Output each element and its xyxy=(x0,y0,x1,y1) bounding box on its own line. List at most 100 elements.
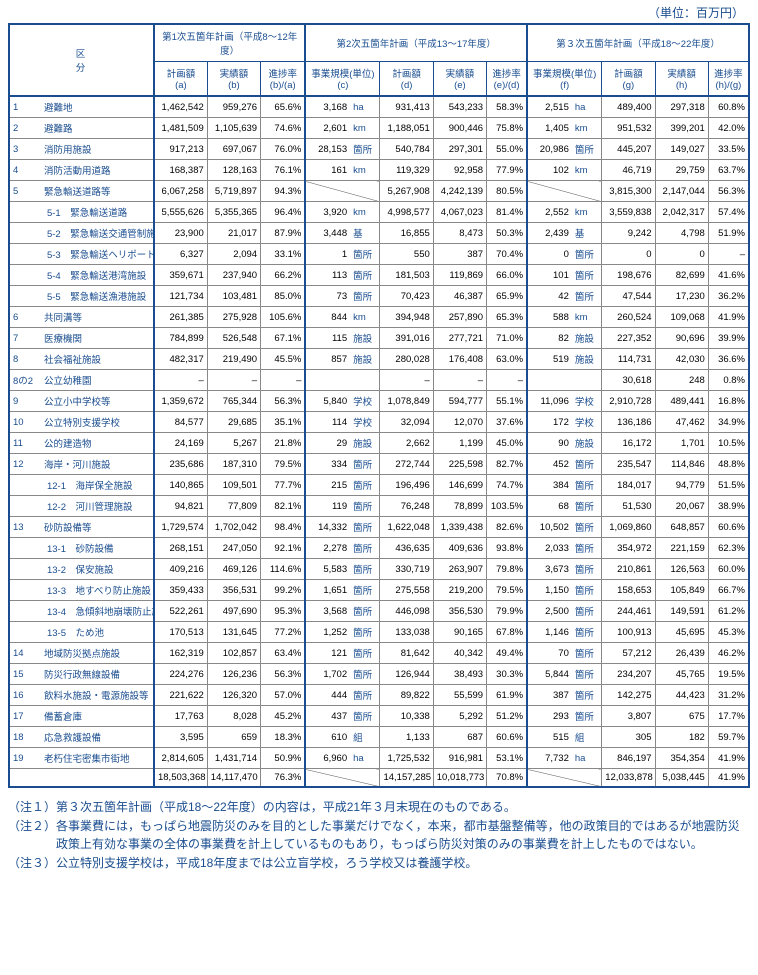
cell-h: 675 xyxy=(655,706,708,727)
cell-b: 219,490 xyxy=(207,349,260,370)
cell-a: 5,555,626 xyxy=(154,202,207,223)
cell-hg: 31.2% xyxy=(708,685,749,706)
cell-ba: 87.9% xyxy=(261,223,306,244)
cell-hg: 60.6% xyxy=(708,517,749,538)
row-no xyxy=(9,475,41,496)
cell-e: 40,342 xyxy=(433,643,486,664)
cell-f: 2,515 xyxy=(527,96,572,118)
row-no: 16 xyxy=(9,685,41,706)
cell-f-slash xyxy=(527,181,602,202)
cell-c-unit: 箇所 xyxy=(350,580,380,601)
cell-a: 359,671 xyxy=(154,265,207,286)
cell-g: 142,275 xyxy=(602,685,655,706)
cell-ed: 75.8% xyxy=(487,118,528,139)
row-total: 18,503,36814,117,47076.3%14,157,28510,01… xyxy=(9,769,749,788)
row-name: 消防用施設 xyxy=(41,139,154,160)
cell-hg: 60.8% xyxy=(708,96,749,118)
row-main: 1避難地1,462,542959,27665.6%3,168ha931,4135… xyxy=(9,96,749,118)
row-main: 14地域防災拠点施設162,319102,85763.4%121箇所81,642… xyxy=(9,643,749,664)
cell-e: 90,165 xyxy=(433,622,486,643)
note-3: （注３）公立特別支援学校は，平成18年度までは公立盲学校，ろう学校又は養護学校。 xyxy=(8,854,750,872)
col-header: 事業規模(単位)(c) xyxy=(305,62,380,97)
cell-g: 114,731 xyxy=(602,349,655,370)
cell-ed: 82.6% xyxy=(487,517,528,538)
cell-ed: 81.4% xyxy=(487,202,528,223)
row-name: 5-4 緊急輸送港湾施設 xyxy=(41,265,154,286)
cell-c: 6,960 xyxy=(305,748,350,769)
cell-a: 784,899 xyxy=(154,328,207,349)
cell-h: 105,849 xyxy=(655,580,708,601)
row-name: 緊急輸送道路等 xyxy=(41,181,154,202)
cell-ed: 80.5% xyxy=(487,181,528,202)
cell-ba: 82.1% xyxy=(261,496,306,517)
cell-b: 103,481 xyxy=(207,286,260,307)
cell-hg: 62.3% xyxy=(708,538,749,559)
cell-f: 588 xyxy=(527,307,572,328)
cell-f: 384 xyxy=(527,475,572,496)
cell-d: 133,038 xyxy=(380,622,433,643)
cell-d: 1,133 xyxy=(380,727,433,748)
row-main: 6共同溝等261,385275,928105.6%844km394,948257… xyxy=(9,307,749,328)
cell-b: 29,685 xyxy=(207,412,260,433)
cell-e: 687 xyxy=(433,727,486,748)
cell-d: 196,496 xyxy=(380,475,433,496)
row-name: 消防活動用道路 xyxy=(41,160,154,181)
note-2: （注２）各事業費には，もっぱら地震防災のみを目的とした事業だけでなく，本来，都市… xyxy=(8,817,750,853)
row-no xyxy=(9,580,41,601)
row-sub: 13-2 保安施設409,216469,126114.6%5,583箇所330,… xyxy=(9,559,749,580)
cell-a: 221,622 xyxy=(154,685,207,706)
cell-g: 846,197 xyxy=(602,748,655,769)
cell-c-unit: km xyxy=(350,202,380,223)
cell-e: 176,408 xyxy=(433,349,486,370)
cell-hg: 16.8% xyxy=(708,391,749,412)
cell-c: 113 xyxy=(305,265,350,286)
cell-b: 102,857 xyxy=(207,643,260,664)
cell-h: 26,439 xyxy=(655,643,708,664)
cell-e: 5,292 xyxy=(433,706,486,727)
cell-c-unit: 学校 xyxy=(350,412,380,433)
col-header: 進捗率(h)/(g) xyxy=(708,62,749,97)
cell-ba: 74.6% xyxy=(261,118,306,139)
cell-b: 237,940 xyxy=(207,265,260,286)
cell-d: 330,719 xyxy=(380,559,433,580)
col-header: 事業規模(単位)(f) xyxy=(527,62,602,97)
cell-d: 89,822 xyxy=(380,685,433,706)
cell-a: 224,276 xyxy=(154,664,207,685)
row-name: 12-1 海岸保全施設 xyxy=(41,475,154,496)
cell-h: 489,441 xyxy=(655,391,708,412)
row-no xyxy=(9,496,41,517)
cell-e: 55,599 xyxy=(433,685,486,706)
cell-f: 3,673 xyxy=(527,559,572,580)
cell-a: 409,216 xyxy=(154,559,207,580)
cell-g: 100,913 xyxy=(602,622,655,643)
cell-hg: 0.8% xyxy=(708,370,749,391)
cell-g: 489,400 xyxy=(602,96,655,118)
row-sub: 5-4 緊急輸送港湾施設359,671237,94066.2%113箇所181,… xyxy=(9,265,749,286)
cell-a: 162,319 xyxy=(154,643,207,664)
cell-ba: 79.5% xyxy=(261,454,306,475)
cell-h: 221,159 xyxy=(655,538,708,559)
cell-c-unit: 箇所 xyxy=(350,454,380,475)
cell-f: 1,405 xyxy=(527,118,572,139)
row-main: 7医療機関784,899526,54867.1%115施設391,016277,… xyxy=(9,328,749,349)
cell-c-unit: 箇所 xyxy=(350,475,380,496)
cell-f: 10,502 xyxy=(527,517,572,538)
cell-hg: 38.9% xyxy=(708,496,749,517)
row-name: 13-1 砂防設備 xyxy=(41,538,154,559)
row-name: 避難地 xyxy=(41,96,154,118)
cell-a: 261,385 xyxy=(154,307,207,328)
cell-b: 697,067 xyxy=(207,139,260,160)
cell-ba: 99.2% xyxy=(261,580,306,601)
col-header: 進捗率(e)/(d) xyxy=(487,62,528,97)
cell-g: 198,676 xyxy=(602,265,655,286)
plan-table: 区 分 第1次五箇年計画（平成8～12年度） 第2次五箇年計画（平成13～17年… xyxy=(8,23,750,788)
cell-f: 2,552 xyxy=(527,202,572,223)
cell-h: 94,779 xyxy=(655,475,708,496)
cell-f-unit: ha xyxy=(572,748,602,769)
cell-c: 1 xyxy=(305,244,350,265)
cell-c: 1,651 xyxy=(305,580,350,601)
cell-ba: 77.2% xyxy=(261,622,306,643)
cell-c: 29 xyxy=(305,433,350,454)
cell-ba: 95.3% xyxy=(261,601,306,622)
cell-ba: 45.2% xyxy=(261,706,306,727)
